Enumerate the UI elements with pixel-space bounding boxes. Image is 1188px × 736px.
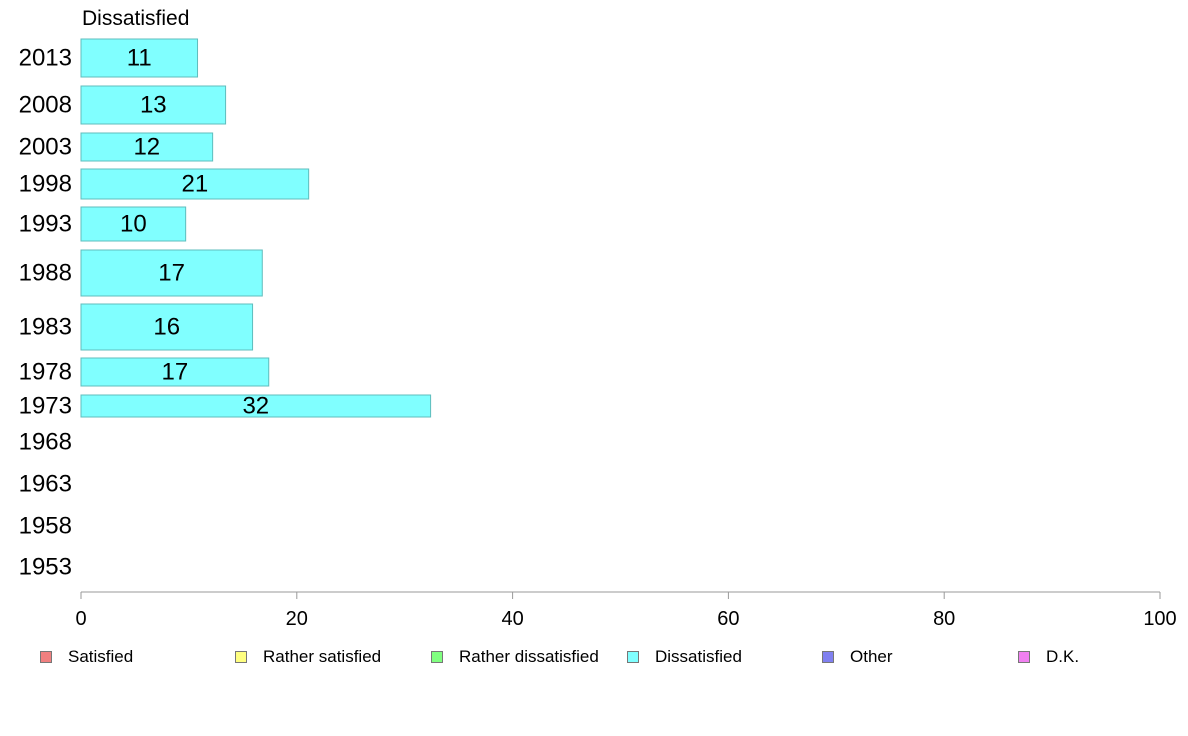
legend-swatch-rather-satisfied (235, 651, 247, 663)
y-tick-label: 1998 (19, 171, 72, 198)
legend-swatch-other (822, 651, 834, 663)
legend-item-other: Other (822, 646, 893, 668)
bars-group: 11 13 12 21 10 17 16 17 32 (80, 38, 432, 420)
legend-item-rather-dissatisfied: Rather dissatisfied (431, 646, 599, 668)
y-tick-label: 2013 (19, 45, 72, 72)
legend-item-rather-satisfied: Rather satisfied (235, 646, 381, 668)
bar-value-label: 12 (133, 134, 160, 161)
legend-label: Rather dissatisfied (459, 647, 599, 666)
y-tick-label: 1978 (19, 359, 72, 386)
legend-label: Dissatisfied (655, 647, 742, 666)
bar (80, 132, 214, 162)
y-tick-label: 2003 (19, 134, 72, 161)
bar-value-label: 13 (140, 92, 167, 119)
legend-item-satisfied: Satisfied (40, 646, 133, 668)
y-tick-label: 1983 (19, 314, 72, 341)
chart-title: Dissatisfied (82, 7, 189, 30)
x-tick-label: 0 (75, 608, 86, 630)
x-tick-label: 100 (1143, 608, 1176, 630)
y-tick-label: 1993 (19, 211, 72, 238)
legend-label: D.K. (1046, 647, 1080, 666)
y-tick-label: 1953 (19, 554, 72, 581)
legend-label: Rather satisfied (263, 647, 382, 666)
legend-item-dissatisfied: Dissatisfied (627, 646, 742, 668)
legend-swatch-rather-dissatisfied (431, 651, 443, 663)
y-tick-label: 1988 (19, 260, 72, 287)
y-tick-label: 1963 (19, 471, 72, 498)
legend-swatch-satisfied (40, 651, 52, 663)
bar-value-label: 17 (162, 359, 189, 386)
y-axis-labels: 2013 2008 2003 1998 1993 1988 1983 1978 1973 1968… (19, 45, 72, 581)
x-tick-label: 60 (717, 608, 739, 630)
legend-swatch-dk (1018, 651, 1030, 663)
bar-value-label: 11 (127, 45, 152, 72)
bar (80, 85, 227, 125)
y-tick-label: 1958 (19, 513, 72, 540)
x-tick-label: 80 (933, 608, 955, 630)
bar-value-label: 16 (153, 314, 180, 341)
y-tick-label: 1973 (19, 393, 72, 420)
legend-label: Satisfied (68, 647, 134, 666)
bar (80, 357, 270, 387)
bar (80, 38, 199, 78)
y-tick-label: 2008 (19, 92, 72, 119)
bar (80, 303, 254, 351)
bar (80, 168, 310, 200)
bar (80, 206, 187, 242)
bar-value-label: 21 (181, 171, 208, 198)
bar (80, 394, 432, 418)
legend-swatch-dissatisfied (627, 651, 639, 663)
x-tick-label: 20 (286, 608, 308, 630)
y-tick-label: 1968 (19, 429, 72, 456)
bar-value-label: 32 (242, 393, 269, 420)
legend: Satisfied Rather satisfied Rather dissat… (0, 646, 1188, 668)
bar (80, 249, 263, 297)
x-tick-label: 40 (501, 608, 523, 630)
bar-value-label: 17 (158, 260, 185, 287)
legend-item-dk: D.K. (1018, 646, 1079, 668)
bar-value-label: 10 (120, 211, 147, 238)
legend-label: Other (850, 647, 893, 666)
x-axis: 0 20 40 60 80 100 (75, 591, 1177, 630)
